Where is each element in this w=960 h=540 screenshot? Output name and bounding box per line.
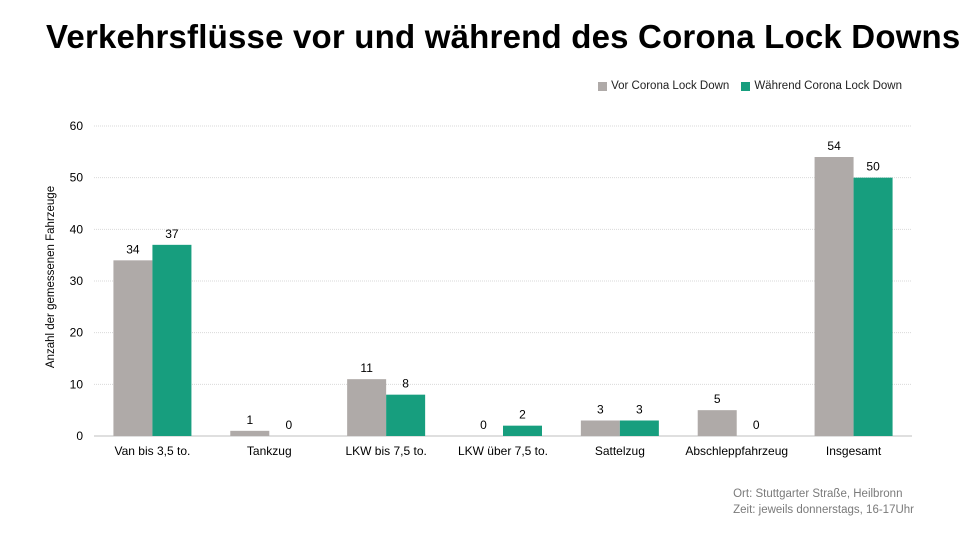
y-tick-label: 10 xyxy=(70,377,84,391)
bar-during xyxy=(853,177,893,436)
data-label-during: 0 xyxy=(285,418,292,432)
legend-item-during: Während Corona Lock Down xyxy=(741,80,902,92)
bar-during xyxy=(619,420,659,436)
y-tick-label: 50 xyxy=(70,171,84,185)
data-label-during: 2 xyxy=(519,408,526,422)
x-tick-label: Sattelzug xyxy=(595,444,645,458)
bar-during xyxy=(503,425,542,436)
data-label-before: 54 xyxy=(827,139,841,153)
data-label-before: 0 xyxy=(480,418,487,432)
bar-before xyxy=(230,430,270,436)
chart-legend: Vor Corona Lock Down Während Corona Lock… xyxy=(598,80,902,92)
x-tick-label: Insgesamt xyxy=(826,444,882,458)
chart-title: Verkehrsflüsse vor und während des Coron… xyxy=(46,18,960,55)
bar-during xyxy=(386,394,426,436)
bar-before xyxy=(697,410,737,436)
y-tick-label: 20 xyxy=(70,326,84,340)
y-tick-label: 0 xyxy=(76,429,83,443)
legend-label-before: Vor Corona Lock Down xyxy=(611,80,730,92)
y-tick-label: 60 xyxy=(70,119,84,133)
footnote-location: Ort: Stuttgarter Straße, Heilbronn xyxy=(733,488,903,500)
bar-before xyxy=(113,260,153,436)
data-label-during: 3 xyxy=(636,403,643,417)
x-tick-label: Tankzug xyxy=(247,444,292,458)
data-label-before: 5 xyxy=(714,392,721,406)
x-tick-label: LKW über 7,5 to. xyxy=(458,444,548,458)
bar-before xyxy=(580,420,620,436)
data-label-during: 0 xyxy=(753,418,760,432)
x-tick-label: Van bis 3,5 to. xyxy=(115,444,191,458)
footnote-time: Zeit: jeweils donnerstags, 16-17Uhr xyxy=(733,504,914,516)
data-label-before: 34 xyxy=(126,242,140,256)
legend-label-during: Während Corona Lock Down xyxy=(754,80,902,92)
bar-during xyxy=(152,244,192,436)
bar-before xyxy=(814,157,854,436)
x-tick-label: Abschleppfahrzeug xyxy=(685,444,788,458)
data-label-before: 1 xyxy=(246,413,253,427)
y-tick-label: 30 xyxy=(70,274,84,288)
footnote: Ort: Stuttgarter Straße, Heilbronn Zeit:… xyxy=(733,486,914,518)
data-label-before: 11 xyxy=(360,361,373,375)
bar-before xyxy=(347,379,387,436)
data-label-during: 37 xyxy=(165,227,179,241)
data-label-during: 8 xyxy=(402,377,409,391)
data-label-during: 50 xyxy=(866,160,880,174)
legend-item-before: Vor Corona Lock Down xyxy=(598,80,729,92)
legend-swatch-before xyxy=(598,81,608,91)
y-axis-label: Anzahl der gemessenen Fahrzeuge xyxy=(45,186,57,368)
y-tick-label: 40 xyxy=(70,222,84,236)
data-label-before: 3 xyxy=(597,403,604,417)
legend-swatch-during xyxy=(741,81,751,91)
x-tick-label: LKW bis 7,5 to. xyxy=(345,444,426,458)
